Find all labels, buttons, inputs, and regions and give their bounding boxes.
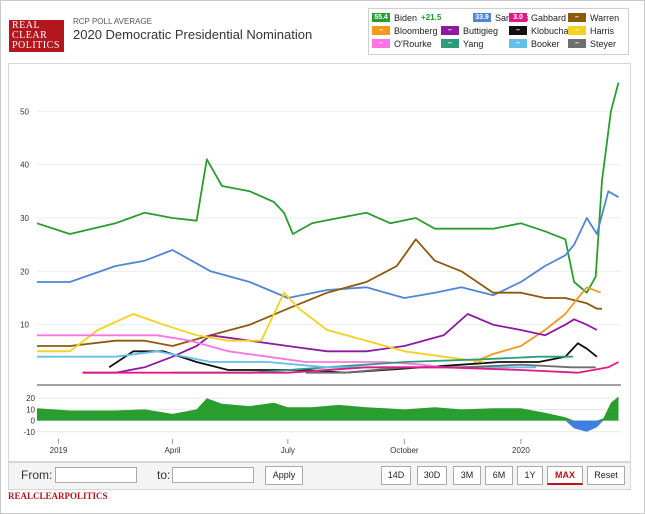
- legend-label-klobuchar: Klobuchar: [531, 25, 572, 36]
- legend: 55.4 Biden +21.5 33.9 Sanders 3.0 Gabbar…: [368, 8, 629, 55]
- legend-item-orourke[interactable]: O'Rourke: [372, 38, 432, 49]
- legend-label-booker: Booker: [531, 38, 560, 49]
- legend-swatch-orourke: [372, 39, 390, 48]
- chart-title: 2020 Democratic Presidential Nomination: [73, 27, 313, 42]
- chart-area: 10 20 30 40 50 20 10 0 -10 2019 April July October 20…: [8, 63, 631, 462]
- y-tick-label: 10: [20, 321, 29, 330]
- legend-spread-biden: +21.5: [421, 13, 442, 22]
- series-line-gabbard: [82, 361, 619, 374]
- footer-brand: REALCLEARPOLITICS: [8, 491, 108, 501]
- to-date-input[interactable]: [172, 467, 254, 483]
- range-max-button[interactable]: MAX: [547, 466, 583, 485]
- spread-y-tick-label: 10: [26, 405, 35, 414]
- legend-swatch-yang: [441, 39, 459, 48]
- from-date-input[interactable]: [55, 467, 137, 483]
- x-tick-label: 2020: [512, 446, 530, 455]
- legend-swatch-harris: [568, 26, 586, 35]
- series-line-warren: [37, 238, 602, 347]
- legend-label-orourke: O'Rourke: [394, 38, 432, 49]
- logo-line-2: CLEAR: [12, 30, 48, 41]
- range-14d-button[interactable]: 14D: [381, 466, 411, 485]
- legend-swatch-bloomberg: [372, 26, 390, 35]
- spread-y-tick-label: 0: [31, 417, 36, 426]
- legend-label-harris: Harris: [590, 25, 614, 36]
- legend-label-buttigieg: Buttigieg: [463, 25, 499, 36]
- legend-swatch-gabbard: 3.0: [509, 13, 527, 22]
- legend-item-warren[interactable]: Warren: [568, 12, 619, 23]
- series-line-biden: [36, 82, 620, 294]
- legend-item-harris[interactable]: Harris: [568, 25, 614, 36]
- legend-item-steyer[interactable]: Steyer: [568, 38, 616, 49]
- legend-swatch-sanders: 33.9: [473, 13, 491, 22]
- legend-swatch-booker: [509, 39, 527, 48]
- range-1y-button[interactable]: 1Y: [517, 466, 543, 485]
- range-30d-button[interactable]: 30D: [417, 466, 447, 485]
- legend-label-yang: Yang: [463, 38, 484, 49]
- rcp-logo: REAL CLEAR POLITICS: [9, 20, 64, 52]
- chart-svg[interactable]: 10 20 30 40 50 20 10 0 -10 2019 April July October 20…: [9, 64, 630, 461]
- y-tick-label: 20: [20, 267, 29, 276]
- range-3m-button[interactable]: 3M: [453, 466, 481, 485]
- series-line-sanders: [37, 190, 619, 299]
- legend-item-booker[interactable]: Booker: [509, 38, 560, 49]
- legend-item-gabbard[interactable]: 3.0 Gabbard: [509, 12, 566, 23]
- apply-button[interactable]: Apply: [265, 466, 303, 485]
- legend-item-yang[interactable]: Yang: [441, 38, 483, 49]
- legend-swatch-steyer: [568, 39, 586, 48]
- legend-item-klobuchar[interactable]: Klobuchar: [509, 25, 572, 36]
- y-tick-label: 40: [20, 161, 29, 170]
- reset-button[interactable]: Reset: [587, 466, 625, 485]
- range-6m-button[interactable]: 6M: [485, 466, 513, 485]
- spread-area-positive: [37, 396, 619, 421]
- legend-swatch-biden: 55.4: [372, 13, 390, 22]
- chart-supertitle: RCP POLL AVERAGE: [73, 17, 152, 26]
- legend-swatch-klobuchar: [509, 26, 527, 35]
- legend-label-steyer: Steyer: [590, 38, 617, 49]
- from-label: From:: [21, 468, 53, 482]
- spread-area-negative: [37, 420, 619, 432]
- spread-y-tick-label: 20: [26, 394, 35, 403]
- legend-label-gabbard: Gabbard: [531, 12, 567, 23]
- legend-swatch-warren: [568, 13, 586, 22]
- series-line-harris: [37, 291, 485, 363]
- legend-item-biden[interactable]: 55.4 Biden +21.5: [372, 12, 441, 23]
- spread-y-tick-label: -10: [23, 428, 35, 437]
- x-tick-label: April: [165, 446, 181, 455]
- legend-label-bloomberg: Bloomberg: [394, 25, 438, 36]
- x-tick-label: October: [390, 446, 419, 455]
- y-tick-label: 30: [20, 214, 29, 223]
- logo-line-3: POLITICS: [12, 40, 60, 51]
- legend-swatch-buttigieg: [441, 26, 459, 35]
- legend-item-bloomberg[interactable]: Bloomberg: [372, 25, 438, 36]
- series-line-bloomberg: [473, 286, 602, 363]
- range-controls: From: to: Apply 14D 30D 3M 6M 1Y MAX Res…: [8, 462, 631, 490]
- y-tick-label: 50: [20, 107, 29, 116]
- legend-item-buttigieg[interactable]: Buttigieg: [441, 25, 498, 36]
- logo-line-1: REAL: [12, 20, 41, 31]
- x-tick-label: July: [281, 446, 295, 455]
- to-label: to:: [157, 468, 171, 482]
- legend-label-biden: Biden: [394, 12, 418, 23]
- x-tick-label: 2019: [50, 446, 68, 455]
- legend-label-warren: Warren: [590, 12, 620, 23]
